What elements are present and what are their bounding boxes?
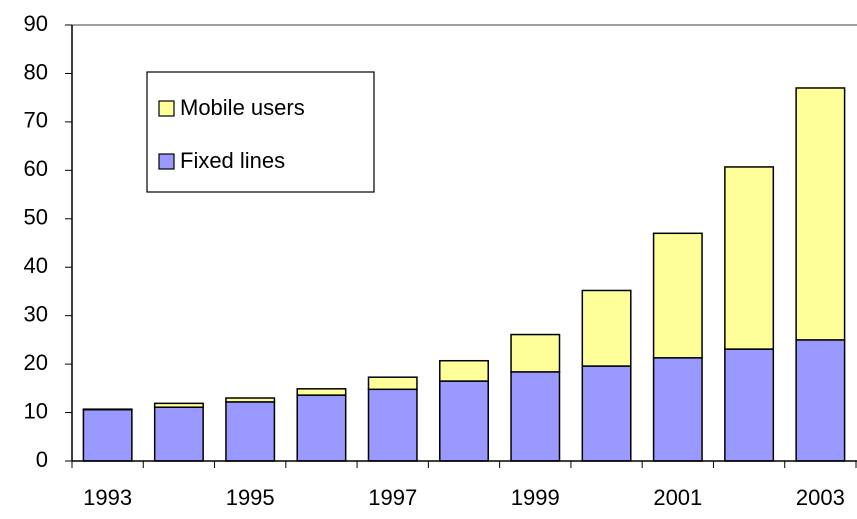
y-tick-label: 10 [24, 398, 48, 423]
x-tick-label: 1995 [226, 485, 275, 510]
legend-box [146, 71, 375, 193]
bar-segment [439, 380, 489, 462]
y-tick-label: 80 [24, 59, 48, 84]
y-tick-label: 70 [24, 108, 48, 133]
y-tick-label: 50 [24, 205, 48, 230]
bar-segment [581, 365, 632, 462]
bar-segment [581, 289, 632, 367]
bar-segment [82, 408, 133, 462]
y-tick-label: 30 [24, 301, 48, 326]
bar-segment [367, 388, 418, 462]
bar-segment [795, 87, 846, 341]
bar-segment [225, 401, 276, 462]
legend-swatch [158, 153, 175, 170]
y-tick-label: 90 [24, 11, 48, 36]
bar-segment [510, 371, 561, 462]
legend-label: Fixed lines [180, 148, 285, 173]
bar-segment [439, 359, 489, 382]
x-tick-label: 1993 [83, 485, 132, 510]
legend-label: Mobile users [180, 95, 305, 120]
bar-segment [795, 339, 846, 462]
bar-segment [652, 357, 703, 462]
bar-segment [153, 406, 204, 462]
y-tick-label: 40 [24, 253, 48, 278]
bar-segment [367, 376, 418, 391]
bar-segment [724, 166, 775, 350]
y-tick-label: 20 [24, 350, 48, 375]
x-tick-label: 1999 [511, 485, 560, 510]
bar-segment [510, 333, 561, 373]
y-tick-label: 0 [36, 447, 48, 472]
x-tick-label: 2001 [653, 485, 702, 510]
y-tick-label: 60 [24, 156, 48, 181]
bar-segment [225, 397, 276, 403]
bar-segment [652, 232, 703, 359]
bar-segment [296, 394, 347, 462]
x-tick-label: 1997 [368, 485, 417, 510]
x-tick-label: 2003 [796, 485, 845, 510]
bar-segment [724, 348, 775, 462]
legend-swatch [158, 100, 175, 117]
bar-segment [296, 388, 347, 396]
bar-segment [153, 402, 204, 408]
